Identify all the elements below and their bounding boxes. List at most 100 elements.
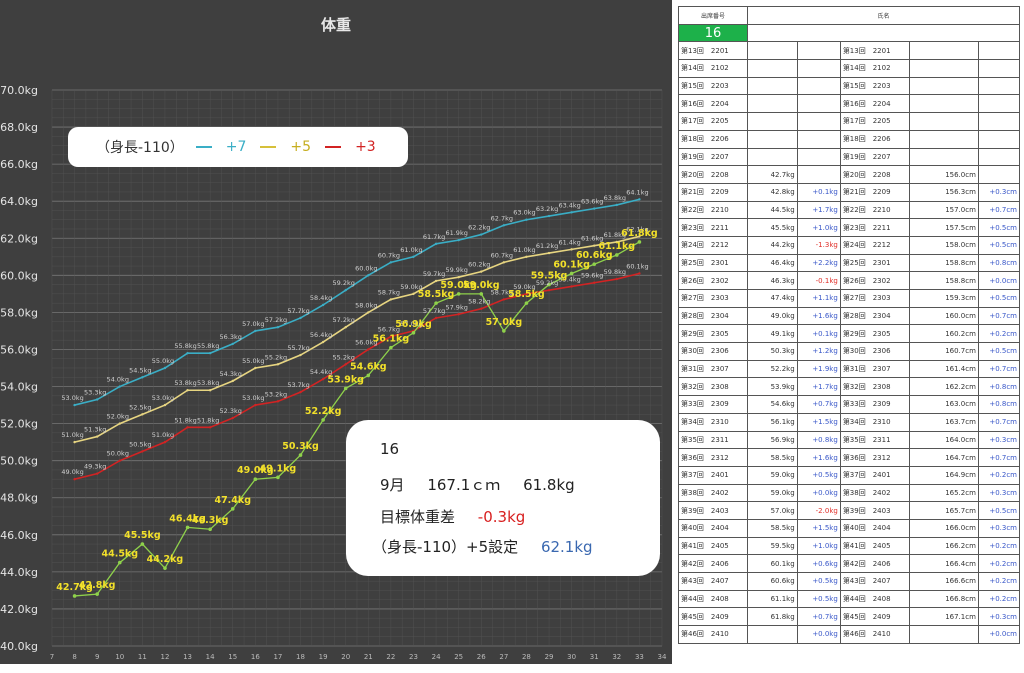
round-label-right: 第30回 2306 xyxy=(839,342,910,361)
table-row: 第27回 2303 47.4kg +1.1kg 第27回 2303 159.3cm +0.… xyxy=(677,289,1021,308)
data-point-plus5 xyxy=(615,240,619,244)
data-label-plus5: 52.0kg xyxy=(107,413,129,421)
weight-cell: 60.1kg xyxy=(747,554,798,573)
weight-diff-cell: +0.5kg xyxy=(796,589,841,609)
data-label-plus7: 57.2kg xyxy=(265,316,287,324)
data-label-plus5: 54.3kg xyxy=(220,370,242,378)
weight-diff-cell: +2.2kg xyxy=(796,253,841,273)
round-label-right: 第40回 2404 xyxy=(839,518,910,538)
weight-cell: 46.3kg xyxy=(747,271,798,290)
round-label-left: 第40回 2404 xyxy=(677,518,749,538)
height-cell xyxy=(908,59,979,78)
height-diff-cell xyxy=(977,41,1021,61)
data-label-actual: 46.3kg xyxy=(192,515,229,526)
round-label-right: 第45回 2409 xyxy=(839,607,910,627)
data-label-plus7: 57.7kg xyxy=(287,307,309,315)
height-cell: 164.9cm xyxy=(908,465,979,485)
weight-diff-cell: +0.0kg xyxy=(796,483,841,503)
data-point-plus7 xyxy=(389,261,393,264)
x-tick-label: 10 xyxy=(115,653,124,661)
height-cell: 166.8cm xyxy=(908,589,979,609)
data-label-actual: 61.1kg xyxy=(599,241,636,252)
data-point-actual xyxy=(230,507,235,511)
data-point-actual xyxy=(276,475,280,480)
round-label-right: 第44回 2408 xyxy=(839,589,910,609)
data-point-plus5 xyxy=(186,389,189,392)
height-diff-cell: +0.0cm xyxy=(977,625,1021,644)
data-label-plus7: 61.0kg xyxy=(400,246,422,254)
data-point-plus3 xyxy=(570,285,573,288)
round-label-left: 第30回 2306 xyxy=(677,342,749,361)
data-point-actual xyxy=(140,542,145,546)
weight-diff-cell: +1.5kg xyxy=(796,518,841,538)
table-row: 第15回 2203 第15回 2203 xyxy=(677,76,1021,96)
data-label-actual: 45.5kg xyxy=(124,530,161,541)
legend-item-plus5: +5 xyxy=(260,139,311,155)
data-point-plus3 xyxy=(95,472,99,475)
data-point-plus3 xyxy=(547,288,551,292)
legend-swatch-plus7 xyxy=(195,146,212,148)
x-tick-label: 11 xyxy=(138,653,147,661)
data-label-plus5: 61.0kg xyxy=(513,246,535,254)
round-label-right: 第25回 2301 xyxy=(839,253,910,273)
data-point-plus3 xyxy=(434,316,438,320)
table-row: 第21回 2209 42.8kg +0.1kg 第21回 2209 156.3cm +0.… xyxy=(677,182,1021,202)
data-label-plus7: 54.5kg xyxy=(129,366,151,374)
x-tick-label: 24 xyxy=(432,653,441,661)
record-table-panel: 出席番号 氏名 16 第13回 2201 第13回 2201 第14回 2102 第1… xyxy=(677,6,1021,669)
height-diff-cell: +0.5cm xyxy=(977,342,1021,361)
legend-swatch-plus3 xyxy=(325,146,342,148)
student-name-cell[interactable] xyxy=(747,23,1020,43)
height-diff-cell: +0.2cm xyxy=(977,589,1021,609)
data-point-plus3 xyxy=(321,377,325,381)
data-label-plus7: 58.4kg xyxy=(310,294,332,302)
data-label-plus5: 51.3kg xyxy=(84,426,106,434)
round-label-left: 第24回 2212 xyxy=(677,235,749,255)
data-label-plus7: 62.2kg xyxy=(468,224,490,232)
data-point-actual xyxy=(298,453,303,457)
round-label-right: 第42回 2406 xyxy=(839,554,910,573)
x-tick-label: 34 xyxy=(658,653,667,661)
height-diff-cell: +0.8cm xyxy=(977,395,1021,414)
data-point-plus5 xyxy=(525,255,528,258)
data-point-plus7 xyxy=(73,403,76,407)
weight-diff-cell: +0.5kg xyxy=(796,572,841,591)
data-label-actual: 50.3kg xyxy=(282,441,319,452)
legend-label-plus5: +5 xyxy=(290,139,312,155)
data-point-actual xyxy=(479,292,484,296)
x-tick-label: 13 xyxy=(183,653,192,661)
weight-cell xyxy=(747,59,798,78)
table-row: 第17回 2205 第17回 2205 xyxy=(677,112,1021,131)
data-label-plus3: 53.7kg xyxy=(287,381,309,389)
height-diff-cell: +0.7cm xyxy=(977,359,1021,379)
data-label-actual: 53.9kg xyxy=(327,374,364,385)
weight-cell: 53.9kg xyxy=(747,377,798,397)
data-point-plus5 xyxy=(570,248,573,251)
data-label-plus7: 63.2kg xyxy=(536,205,558,213)
weight-diff-cell: +0.5kg xyxy=(796,465,841,485)
height-diff-cell: +0.5cm xyxy=(977,501,1021,520)
data-label-actual: 49.1kg xyxy=(260,463,297,474)
data-point-actual xyxy=(72,594,77,598)
y-tick-label: 50.0kg xyxy=(0,455,38,468)
info-current-line: 9月 167.1ｃｍ 61.8kg xyxy=(380,474,575,495)
table-row: 第37回 2401 59.0kg +0.5kg 第37回 2401 164.9cm +0.… xyxy=(677,465,1021,485)
round-label-right: 第27回 2303 xyxy=(839,289,910,308)
data-label-actual: 60.6kg xyxy=(576,250,613,261)
data-label-plus5: 53.8kg xyxy=(197,379,219,387)
round-label-left: 第42回 2406 xyxy=(677,554,749,573)
data-label-actual: 56.1kg xyxy=(373,334,410,345)
round-label-left: 第16回 2204 xyxy=(677,94,749,114)
data-point-plus7 xyxy=(276,326,280,329)
data-point-plus7 xyxy=(502,224,506,227)
weight-cell xyxy=(747,129,798,149)
weight-diff-cell: +0.0kg xyxy=(796,625,841,644)
height-diff-cell: +0.2cm xyxy=(977,554,1021,573)
round-label-left: 第31回 2307 xyxy=(677,359,749,379)
table-row: 第38回 2402 59.0kg +0.0kg 第38回 2402 165.2cm +0.… xyxy=(677,483,1021,503)
weight-cell: 47.4kg xyxy=(747,289,798,308)
data-label-plus7: 64.1kg xyxy=(626,188,648,196)
table-row: 第36回 2312 58.5kg +1.6kg 第36回 2312 164.7cm +0.… xyxy=(677,448,1021,467)
weight-diff-cell: +1.6kg xyxy=(796,448,841,467)
